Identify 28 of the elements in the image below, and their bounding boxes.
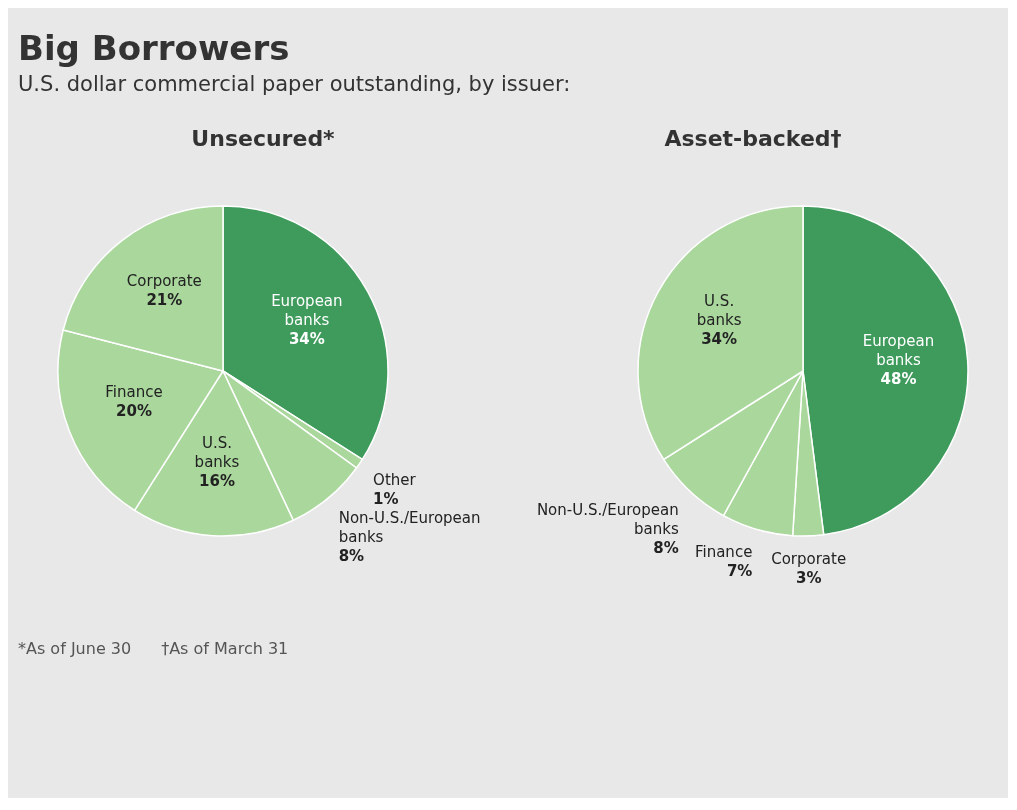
data-label: 21% <box>146 290 183 309</box>
slice-label: Finance <box>105 382 163 401</box>
slice-label: Non-U.S./European banks <box>536 501 679 539</box>
slice-label: U.S. banks <box>696 291 742 329</box>
data-label: 8% <box>338 546 365 565</box>
slice-label: Corporate <box>771 550 847 569</box>
slice-label: Corporate <box>126 271 202 290</box>
text: *As of June 30 <box>18 639 132 658</box>
slice-label: Other <box>373 471 417 490</box>
text: Big Borrowers <box>18 28 291 68</box>
data-label: 1% <box>373 490 399 509</box>
slice-label: Finance <box>694 543 753 562</box>
text: U.S. dollar commercial paper outstanding, by issuer: <box>18 72 572 96</box>
data-label: 16% <box>199 471 235 490</box>
slice-label: European banks <box>862 331 935 369</box>
data-label: 7% <box>726 562 753 581</box>
slice-label: U.S. banks <box>194 433 240 471</box>
chart-title: Unsecured* <box>190 126 336 151</box>
data-label: 48% <box>880 369 917 388</box>
data-label: 34% <box>288 329 325 348</box>
slice-label: Non-U.S./European banks <box>338 508 481 546</box>
chart-title: Asset-backed† <box>663 126 843 151</box>
data-label: 8% <box>653 539 679 558</box>
data-label: 34% <box>701 329 738 348</box>
data-label: 3% <box>795 569 822 588</box>
slice-label: European banks <box>271 291 343 329</box>
text: †As of March 31 <box>161 639 289 658</box>
data-label: 20% <box>116 401 152 420</box>
